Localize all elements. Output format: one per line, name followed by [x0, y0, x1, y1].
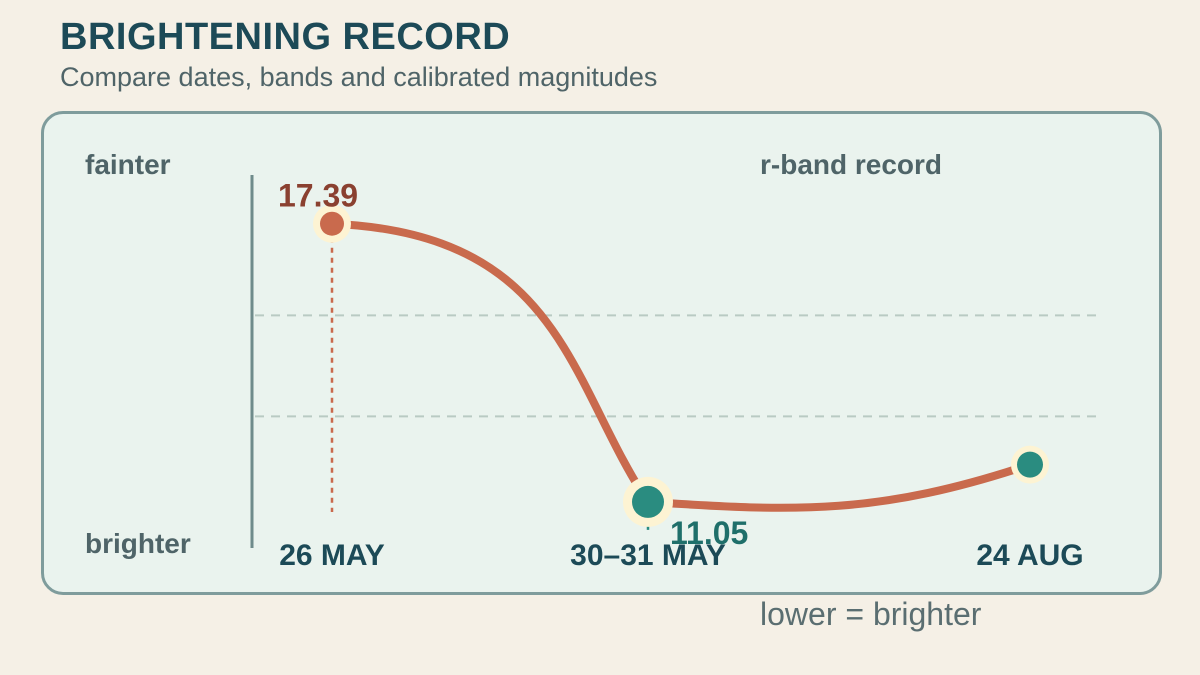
chart-subtitle: Compare dates, bands and calibrated magn…	[60, 62, 658, 92]
x-tick-label: 24 AUG	[976, 539, 1083, 572]
data-point	[320, 211, 344, 236]
chart-title: BRIGHTENING RECORD	[60, 16, 511, 58]
x-tick-label: 26 MAY	[279, 539, 385, 572]
series-title: r-band record	[760, 149, 942, 180]
y-axis-top-label: fainter	[85, 149, 171, 180]
x-tick-label: 30–31 MAY	[570, 539, 726, 572]
data-point	[632, 485, 664, 518]
data-point	[1017, 451, 1043, 478]
data-label-peak: 17.39	[278, 178, 358, 214]
footnote: lower = brighter	[760, 596, 982, 632]
data-label-minimum: 11.05	[670, 515, 748, 551]
series-line	[328, 219, 1034, 512]
y-axis-bottom-label: brighter	[85, 528, 191, 559]
chart-panel	[41, 111, 1162, 595]
